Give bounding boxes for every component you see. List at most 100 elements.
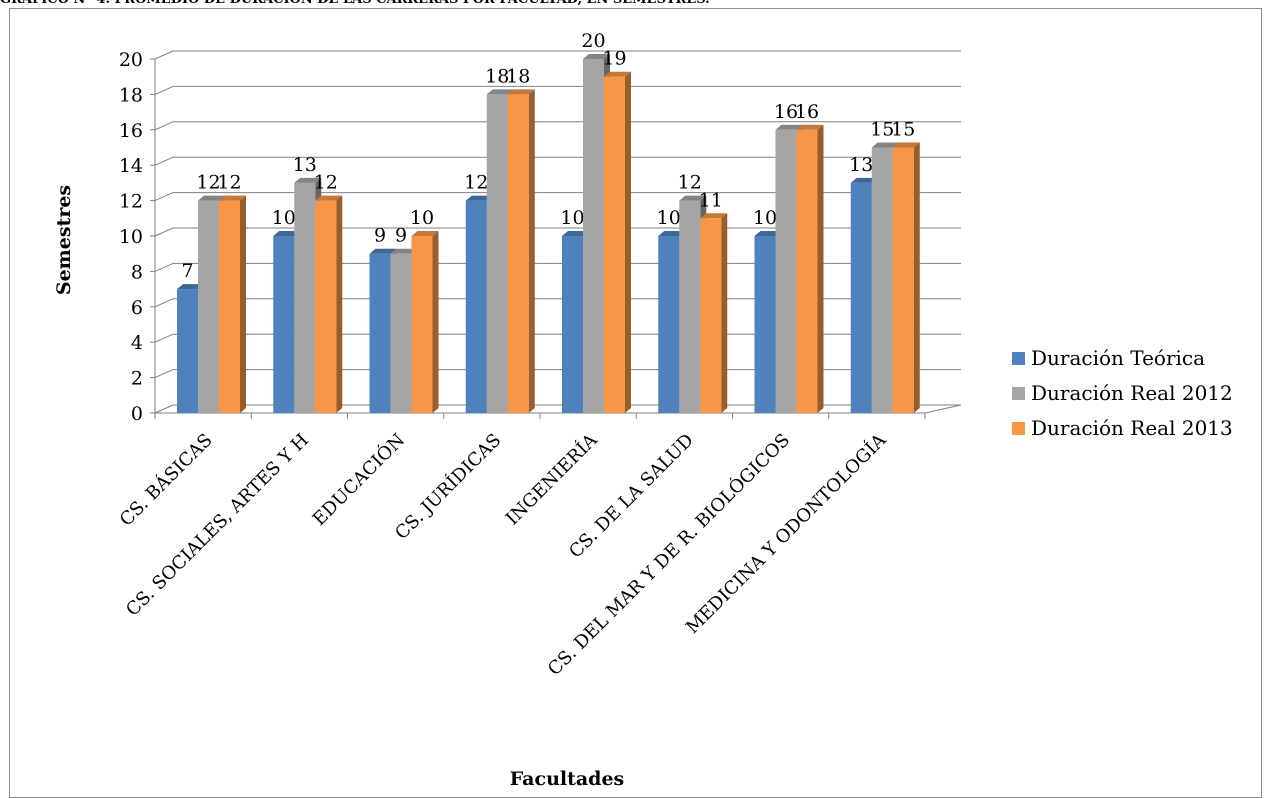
- y-tick-label: 10: [119, 226, 143, 248]
- y-tick-label: 14: [119, 155, 143, 177]
- gridline-side: [154, 156, 174, 166]
- bar-top: [294, 177, 322, 183]
- data-label: 15: [870, 119, 894, 141]
- bar-front: [754, 236, 776, 413]
- data-label: 10: [560, 207, 584, 229]
- bar-top: [219, 195, 246, 201]
- bar-top: [850, 177, 878, 183]
- bar: [411, 231, 439, 413]
- category-label: EDUCACIÓN: [307, 428, 409, 530]
- category-label: MEDICINA Y ODONTOLOGÍA: [681, 428, 892, 639]
- gridline-side: [154, 121, 174, 131]
- bar-top: [604, 71, 631, 77]
- y-tick-label: 2: [131, 368, 143, 390]
- bar-front: [658, 236, 680, 413]
- data-label: 10: [272, 207, 296, 229]
- bar-top: [507, 89, 535, 95]
- floor-right-edge: [924, 404, 962, 414]
- bar-side: [240, 195, 246, 413]
- bar-front: [850, 182, 872, 413]
- bar-front: [583, 59, 604, 413]
- data-label: 12: [678, 172, 702, 194]
- bar-front: [486, 94, 508, 414]
- data-label: 10: [657, 207, 681, 229]
- bar-front: [507, 94, 529, 414]
- bar-top: [871, 142, 899, 148]
- bar-top: [273, 231, 301, 236]
- bar-front: [796, 129, 818, 414]
- bar-front: [198, 200, 219, 413]
- bar-top: [465, 195, 493, 201]
- bar-top: [700, 213, 728, 219]
- bar-side: [336, 195, 343, 413]
- legend-label: Duración Real 2013: [1031, 416, 1233, 440]
- bar-front: [604, 76, 625, 413]
- gridline-side: [154, 333, 174, 343]
- legend-swatch: [1012, 352, 1025, 365]
- data-label: 12: [217, 172, 241, 194]
- bar-front: [177, 289, 198, 413]
- gridline-side: [154, 192, 174, 202]
- data-label: 11: [699, 189, 723, 211]
- bar-front: [465, 200, 487, 413]
- y-tick-label: 0: [131, 403, 143, 425]
- bar-front: [892, 147, 914, 413]
- bar-front: [775, 129, 797, 414]
- bar-front: [871, 147, 893, 413]
- bar: [507, 89, 535, 414]
- data-label: 10: [410, 207, 434, 229]
- y-tick-label: 8: [131, 261, 143, 283]
- x-axis-title: Facultades: [510, 768, 625, 790]
- bar-top: [796, 124, 824, 130]
- bar-front: [390, 253, 412, 413]
- bar-front: [369, 253, 391, 413]
- bar: [315, 195, 343, 413]
- bar-top: [198, 195, 225, 201]
- bar-side: [625, 71, 631, 413]
- data-label: 9: [374, 225, 386, 247]
- bar-top: [390, 248, 418, 254]
- gridline-side: [154, 404, 174, 414]
- chart-caption: GRÁFICO Nº 4. PROMEDIO DE DURACIÓN DE LA…: [0, 0, 1264, 8]
- data-label: 13: [849, 154, 873, 176]
- bar-front: [294, 182, 316, 413]
- legend: Duración Teórica Duración Real 2012 Duraci…: [1012, 346, 1233, 440]
- bar-top: [411, 231, 439, 236]
- bar: [219, 195, 246, 413]
- legend-label: Duración Real 2012: [1031, 381, 1233, 405]
- bar-top: [754, 231, 782, 236]
- legend-swatch: [1012, 387, 1025, 400]
- bar-top: [177, 284, 204, 290]
- data-label: 9: [395, 225, 407, 247]
- y-tick-label: 20: [119, 49, 143, 71]
- bar-front: [679, 200, 701, 413]
- bar-side: [721, 213, 728, 413]
- data-label: 12: [464, 172, 488, 194]
- category-label: CS. SOCIALES, ARTES Y H: [122, 430, 313, 621]
- y-tick-label: 6: [131, 297, 143, 319]
- bar-front: [700, 218, 722, 413]
- legend-label: Duración Teórica: [1031, 346, 1205, 370]
- gridline-side: [154, 298, 174, 308]
- category-label: CS. BÁSICAS: [114, 428, 216, 530]
- data-label: 12: [196, 172, 220, 194]
- data-label: 7: [181, 260, 193, 282]
- gridline-side: [154, 369, 174, 379]
- bar-front: [219, 200, 240, 413]
- gridline-side: [154, 227, 174, 237]
- bar-side: [528, 89, 535, 414]
- bar-side: [817, 124, 824, 414]
- data-label: 10: [753, 207, 777, 229]
- bar: [700, 213, 728, 413]
- bar-top: [775, 124, 803, 130]
- bar-top: [658, 231, 686, 236]
- y-tick-label: 16: [119, 120, 143, 142]
- bar-top: [679, 195, 707, 201]
- bar-front: [273, 236, 295, 413]
- bar-top: [369, 248, 397, 254]
- bar-top: [486, 89, 514, 95]
- y-axis-title: Semestres: [53, 185, 75, 295]
- gridline-side: [154, 50, 174, 60]
- data-label: 12: [314, 172, 338, 194]
